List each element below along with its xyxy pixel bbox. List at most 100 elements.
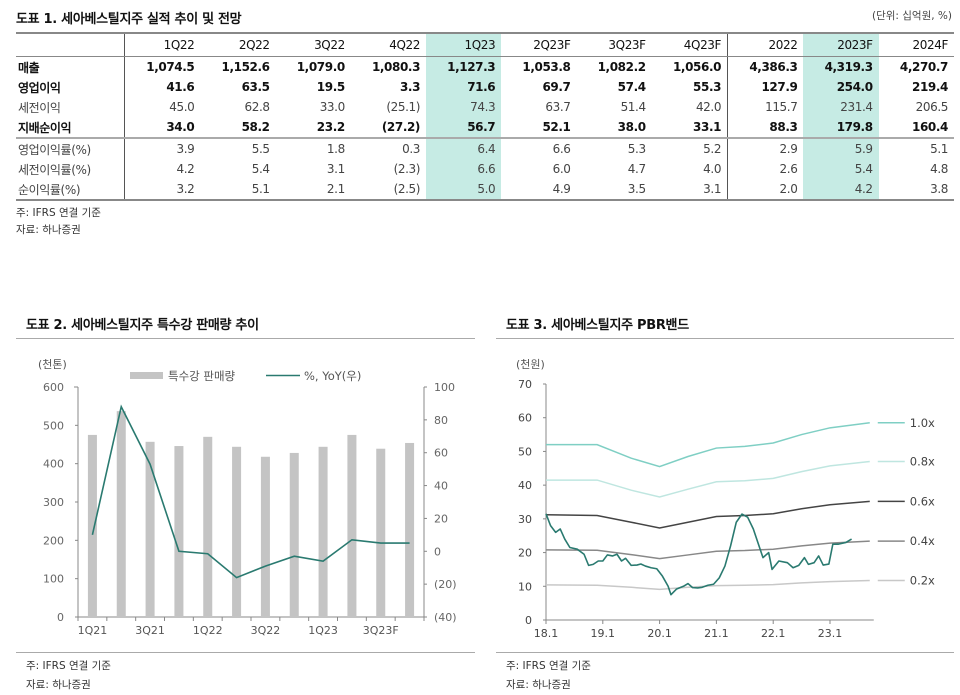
table-cell: 1.8: [326, 142, 345, 156]
right-tick-label: (40): [434, 611, 457, 624]
x-tick-label: 3Q21: [135, 624, 165, 637]
table-cell: 5.9: [803, 138, 879, 159]
chart3-note: 주: IFRS 연결 기준: [506, 660, 591, 672]
y-tick-label: 40: [518, 479, 532, 492]
x-tick-label: 22.1: [761, 627, 786, 640]
x-tick-label: 1Q22: [193, 624, 223, 637]
table-row: 영업이익률(%) 3.9 5.5 1.8 0.3 6.4 6.6 5.3 5.2 2.9 5.9 5.…: [16, 138, 954, 159]
table-cell: 23.2: [275, 117, 351, 139]
y-tick-label: 0: [525, 614, 532, 627]
table-cell: 6.6: [552, 142, 571, 156]
table-cell: 5.1: [930, 142, 948, 156]
table-cell: 3.8: [878, 179, 954, 201]
table-cell: 2.6: [779, 162, 798, 176]
bar-4Q21: [174, 446, 184, 617]
table-cell: 5.4: [803, 159, 879, 179]
bar-1Q22: [203, 436, 213, 617]
right-tick-label: 100: [434, 381, 455, 394]
table1-title: 도표 1. 세아베스틸지주 실적 추이 및 전망: [16, 12, 242, 27]
x-tick-label: 1Q23: [308, 624, 338, 637]
pbr-band-0.8x: [546, 460, 870, 498]
table-cell: 19.5: [316, 80, 345, 94]
chart2-source: 자료: 하나증권: [26, 679, 91, 691]
table-cell: 1,152.6: [221, 60, 270, 74]
column-header: 2Q23F: [501, 32, 577, 57]
column-header: 4Q23F: [651, 32, 729, 57]
column-header: 1Q22: [124, 32, 201, 57]
table-row: 지배순이익 34.0 58.2 23.2 (27.2) 56.7 52.1 38.0 33.1 8…: [16, 117, 954, 139]
band-legend-label: 0.2x: [910, 574, 935, 588]
column-header: 3Q22: [275, 32, 351, 57]
table-cell: 69.7: [542, 80, 571, 94]
left-tick-label: 0: [57, 611, 64, 624]
table-cell: 4.0: [651, 159, 729, 179]
table-cell: 57.4: [617, 80, 646, 94]
table-cell: 4.9: [501, 179, 577, 201]
table-header-label: [16, 32, 125, 57]
table-cell: 6.4: [426, 138, 502, 159]
row-label: 영업이익률(%): [16, 138, 125, 159]
table-cell: 4.2: [176, 162, 195, 176]
table-cell: 3.2: [124, 179, 201, 201]
right-tick-label: 80: [434, 414, 448, 427]
chart2-footer-divider: [16, 652, 475, 653]
table-cell: 2.9: [779, 142, 798, 156]
table-cell: 4,319.3: [803, 56, 879, 77]
bar-2Q23: [347, 434, 357, 617]
table-cell: 254.0: [803, 77, 879, 97]
table-cell: 1,079.0: [296, 60, 345, 74]
x-tick-label: 23.1: [818, 627, 843, 640]
table-cell: 4.8: [930, 162, 948, 176]
table-cell: 38.0: [576, 117, 652, 139]
bar-2Q21: [116, 411, 126, 617]
pbr-band-1.0x: [546, 422, 870, 468]
x-tick-label: 1Q21: [78, 624, 108, 637]
table-cell: 45.0: [169, 100, 195, 114]
table-cell: 55.3: [651, 77, 729, 97]
pbr-band-0.4x: [545, 540, 870, 560]
bar-4Q23F: [405, 442, 415, 617]
table-cell: 1,053.8: [522, 60, 571, 74]
table-cell: 1,080.3: [371, 60, 421, 74]
y-tick-label: 20: [518, 547, 532, 560]
table-cell: 127.9: [761, 80, 798, 94]
band-legend-label: 0.6x: [910, 494, 935, 508]
table-cell: (2.3): [393, 162, 421, 176]
table-row: 영업이익 41.6 63.5 19.5 3.3 71.6 69.7 57.4 55.3 127.9…: [16, 77, 954, 97]
x-tick-label: 21.1: [704, 627, 729, 640]
right-tick-label: (20): [434, 578, 457, 591]
y-axis-label: (천원): [516, 357, 545, 371]
chart2-note: 주: IFRS 연결 기준: [26, 660, 111, 672]
row-label: 순이익률(%): [16, 179, 125, 201]
chart3-footer-divider: [496, 652, 954, 653]
row-label: 매출: [16, 56, 125, 77]
table-cell: 42.0: [651, 97, 729, 117]
table-cell: 5.2: [651, 138, 729, 159]
left-tick-label: 200: [43, 534, 64, 547]
table-cell: 206.5: [915, 100, 949, 114]
table-cell: 34.0: [124, 117, 201, 139]
table-cell: 231.4: [803, 97, 879, 117]
chart3-divider: [496, 338, 954, 339]
chart3-title: 도표 3. 세아베스틸지주 PBR밴드: [506, 318, 689, 333]
column-header: 2023F: [803, 32, 879, 57]
table-cell: 3.1: [326, 162, 345, 176]
bar-3Q21: [145, 441, 155, 617]
table-cell: (25.1): [386, 100, 421, 114]
table-cell: 62.8: [244, 100, 270, 114]
table-row: 순이익률(%) 3.2 5.1 2.1 (2.5) 5.0 4.9 3.5 3.1 2.0 4.2 3…: [16, 179, 954, 201]
legend-bar-label: 특수강 판매량: [168, 369, 236, 383]
y-axis-label: (천톤): [38, 357, 67, 371]
yoy-line: [91, 404, 410, 579]
table-cell: 5.1: [200, 179, 276, 201]
table-cell: 3.1: [651, 179, 729, 201]
right-tick-label: 40: [434, 480, 448, 493]
financial-table: 1Q22 2Q22 3Q22 4Q22 1Q23 2Q23F 3Q23F 4Q2…: [16, 32, 954, 201]
right-tick-label: 60: [434, 447, 448, 460]
right-tick-label: 20: [434, 512, 448, 525]
bar-3Q22: [260, 456, 270, 617]
chart3-source: 자료: 하나증권: [506, 679, 571, 691]
table-cell: 4.7: [627, 162, 646, 176]
row-label: 영업이익: [16, 77, 125, 97]
table1-source: 자료: 하나증권: [16, 224, 81, 236]
